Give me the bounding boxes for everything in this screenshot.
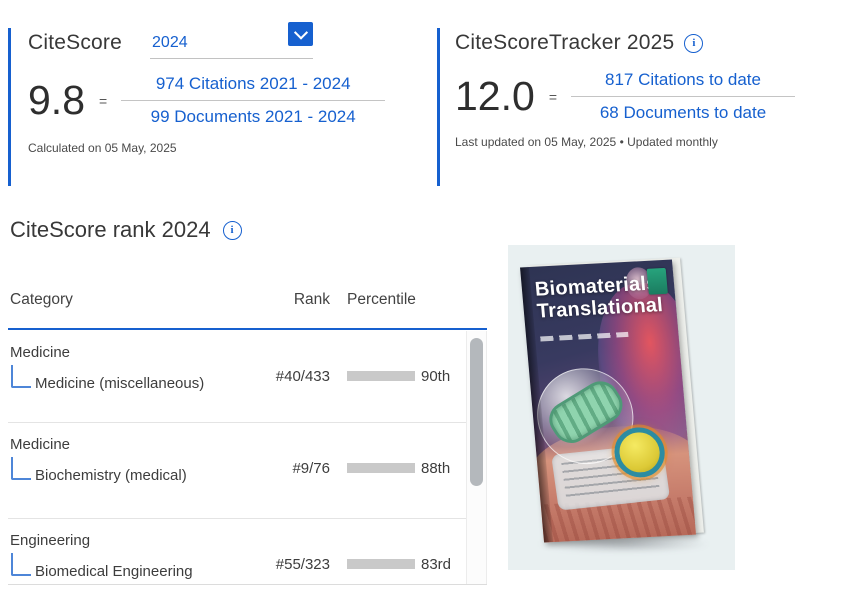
citescore-fraction: 974 Citations 2021 - 2024 99 Documents 2… <box>121 74 386 127</box>
category-parent: Engineering <box>10 532 91 549</box>
fraction-divider <box>121 100 386 101</box>
category-parent: Medicine <box>10 344 71 361</box>
rank-value: #9/76 <box>292 460 330 477</box>
percentile-bar <box>347 371 415 381</box>
percentile-label: 83rd <box>421 556 452 573</box>
table-scrollbar[interactable] <box>466 331 487 584</box>
citescore-year-select[interactable]: 2024 <box>150 21 314 59</box>
rank-value: #55/323 <box>275 556 330 573</box>
tracker-documents-link[interactable]: 68 Documents to date <box>599 103 767 122</box>
tracker-fraction: 817 Citations to date 68 Documents to da… <box>571 70 795 123</box>
category-sub: Medicine (miscellaneous) <box>35 375 205 392</box>
citescore-panel: CiteScore 2024 9.8 = 974 Citations 2021 … <box>8 21 400 186</box>
chevron-down-icon <box>293 25 308 40</box>
percentile-label: 88th <box>421 460 451 477</box>
tree-connector-icon <box>11 457 31 480</box>
scrollbar-thumb[interactable] <box>470 338 483 486</box>
column-header-percentile: Percentile <box>347 291 416 308</box>
citescore-footnote: Calculated on 05 May, 2025 <box>28 141 177 155</box>
category-sub: Biochemistry (medical) <box>35 467 187 484</box>
table-row: Medicine Medicine (miscellaneous) #40/43… <box>8 331 466 422</box>
tracker-info-icon[interactable]: i <box>684 33 704 53</box>
rank-title: CiteScore rank 2024 <box>10 217 211 242</box>
rank-table: Medicine Medicine (miscellaneous) #40/43… <box>8 331 466 584</box>
citescore-year-value[interactable]: 2024 <box>152 33 188 51</box>
citations-link[interactable]: 974 Citations 2021 - 2024 <box>155 74 351 93</box>
citescore-title: CiteScore <box>28 31 123 54</box>
percentile-bar <box>347 559 415 569</box>
rank-value: #40/433 <box>275 368 330 385</box>
tracker-footnote: Last updated on 05 May, 2025 • Updated m… <box>455 135 718 149</box>
tracker-value: 12.0 <box>455 73 535 119</box>
column-header-category: Category <box>10 291 73 308</box>
documents-link[interactable]: 99 Documents 2021 - 2024 <box>150 107 356 126</box>
year-dropdown-button[interactable] <box>288 21 314 46</box>
publisher-logo-badge <box>646 267 668 295</box>
mitochondria-illustration <box>542 374 630 450</box>
book-front-cover: Biomaterials Translational <box>520 259 696 543</box>
percentile-bar <box>347 463 415 473</box>
cover-journal-title: Biomaterials Translational <box>534 272 664 323</box>
table-row: Medicine Biochemistry (medical) #9/76 88… <box>8 422 466 518</box>
fraction-divider <box>571 96 795 97</box>
percentile-label: 90th <box>421 368 451 385</box>
tree-connector-icon <box>11 365 31 388</box>
tracker-citations-link[interactable]: 817 Citations to date <box>605 70 761 89</box>
table-bottom-rule <box>8 584 487 585</box>
tree-connector-icon <box>11 553 31 576</box>
tracker-panel: CiteScoreTracker 2025 i 12.0 = 817 Citat… <box>437 28 837 186</box>
rank-title-row: CiteScore rank 2024 i <box>10 217 242 243</box>
equals-sign: = <box>99 92 108 109</box>
tracker-title: CiteScoreTracker 2025 <box>455 31 675 54</box>
table-header-rule <box>8 328 487 330</box>
citescore-value: 9.8 <box>28 77 85 123</box>
rank-info-icon[interactable]: i <box>222 220 242 240</box>
journal-cover-image: Biomaterials Translational <box>508 245 735 570</box>
category-sub: Biomedical Engineering <box>35 563 193 580</box>
table-row: Engineering Biomedical Engineering #55/3… <box>8 518 466 584</box>
category-parent: Medicine <box>10 436 71 453</box>
equals-sign: = <box>548 88 557 105</box>
column-header-rank: Rank <box>293 291 330 308</box>
